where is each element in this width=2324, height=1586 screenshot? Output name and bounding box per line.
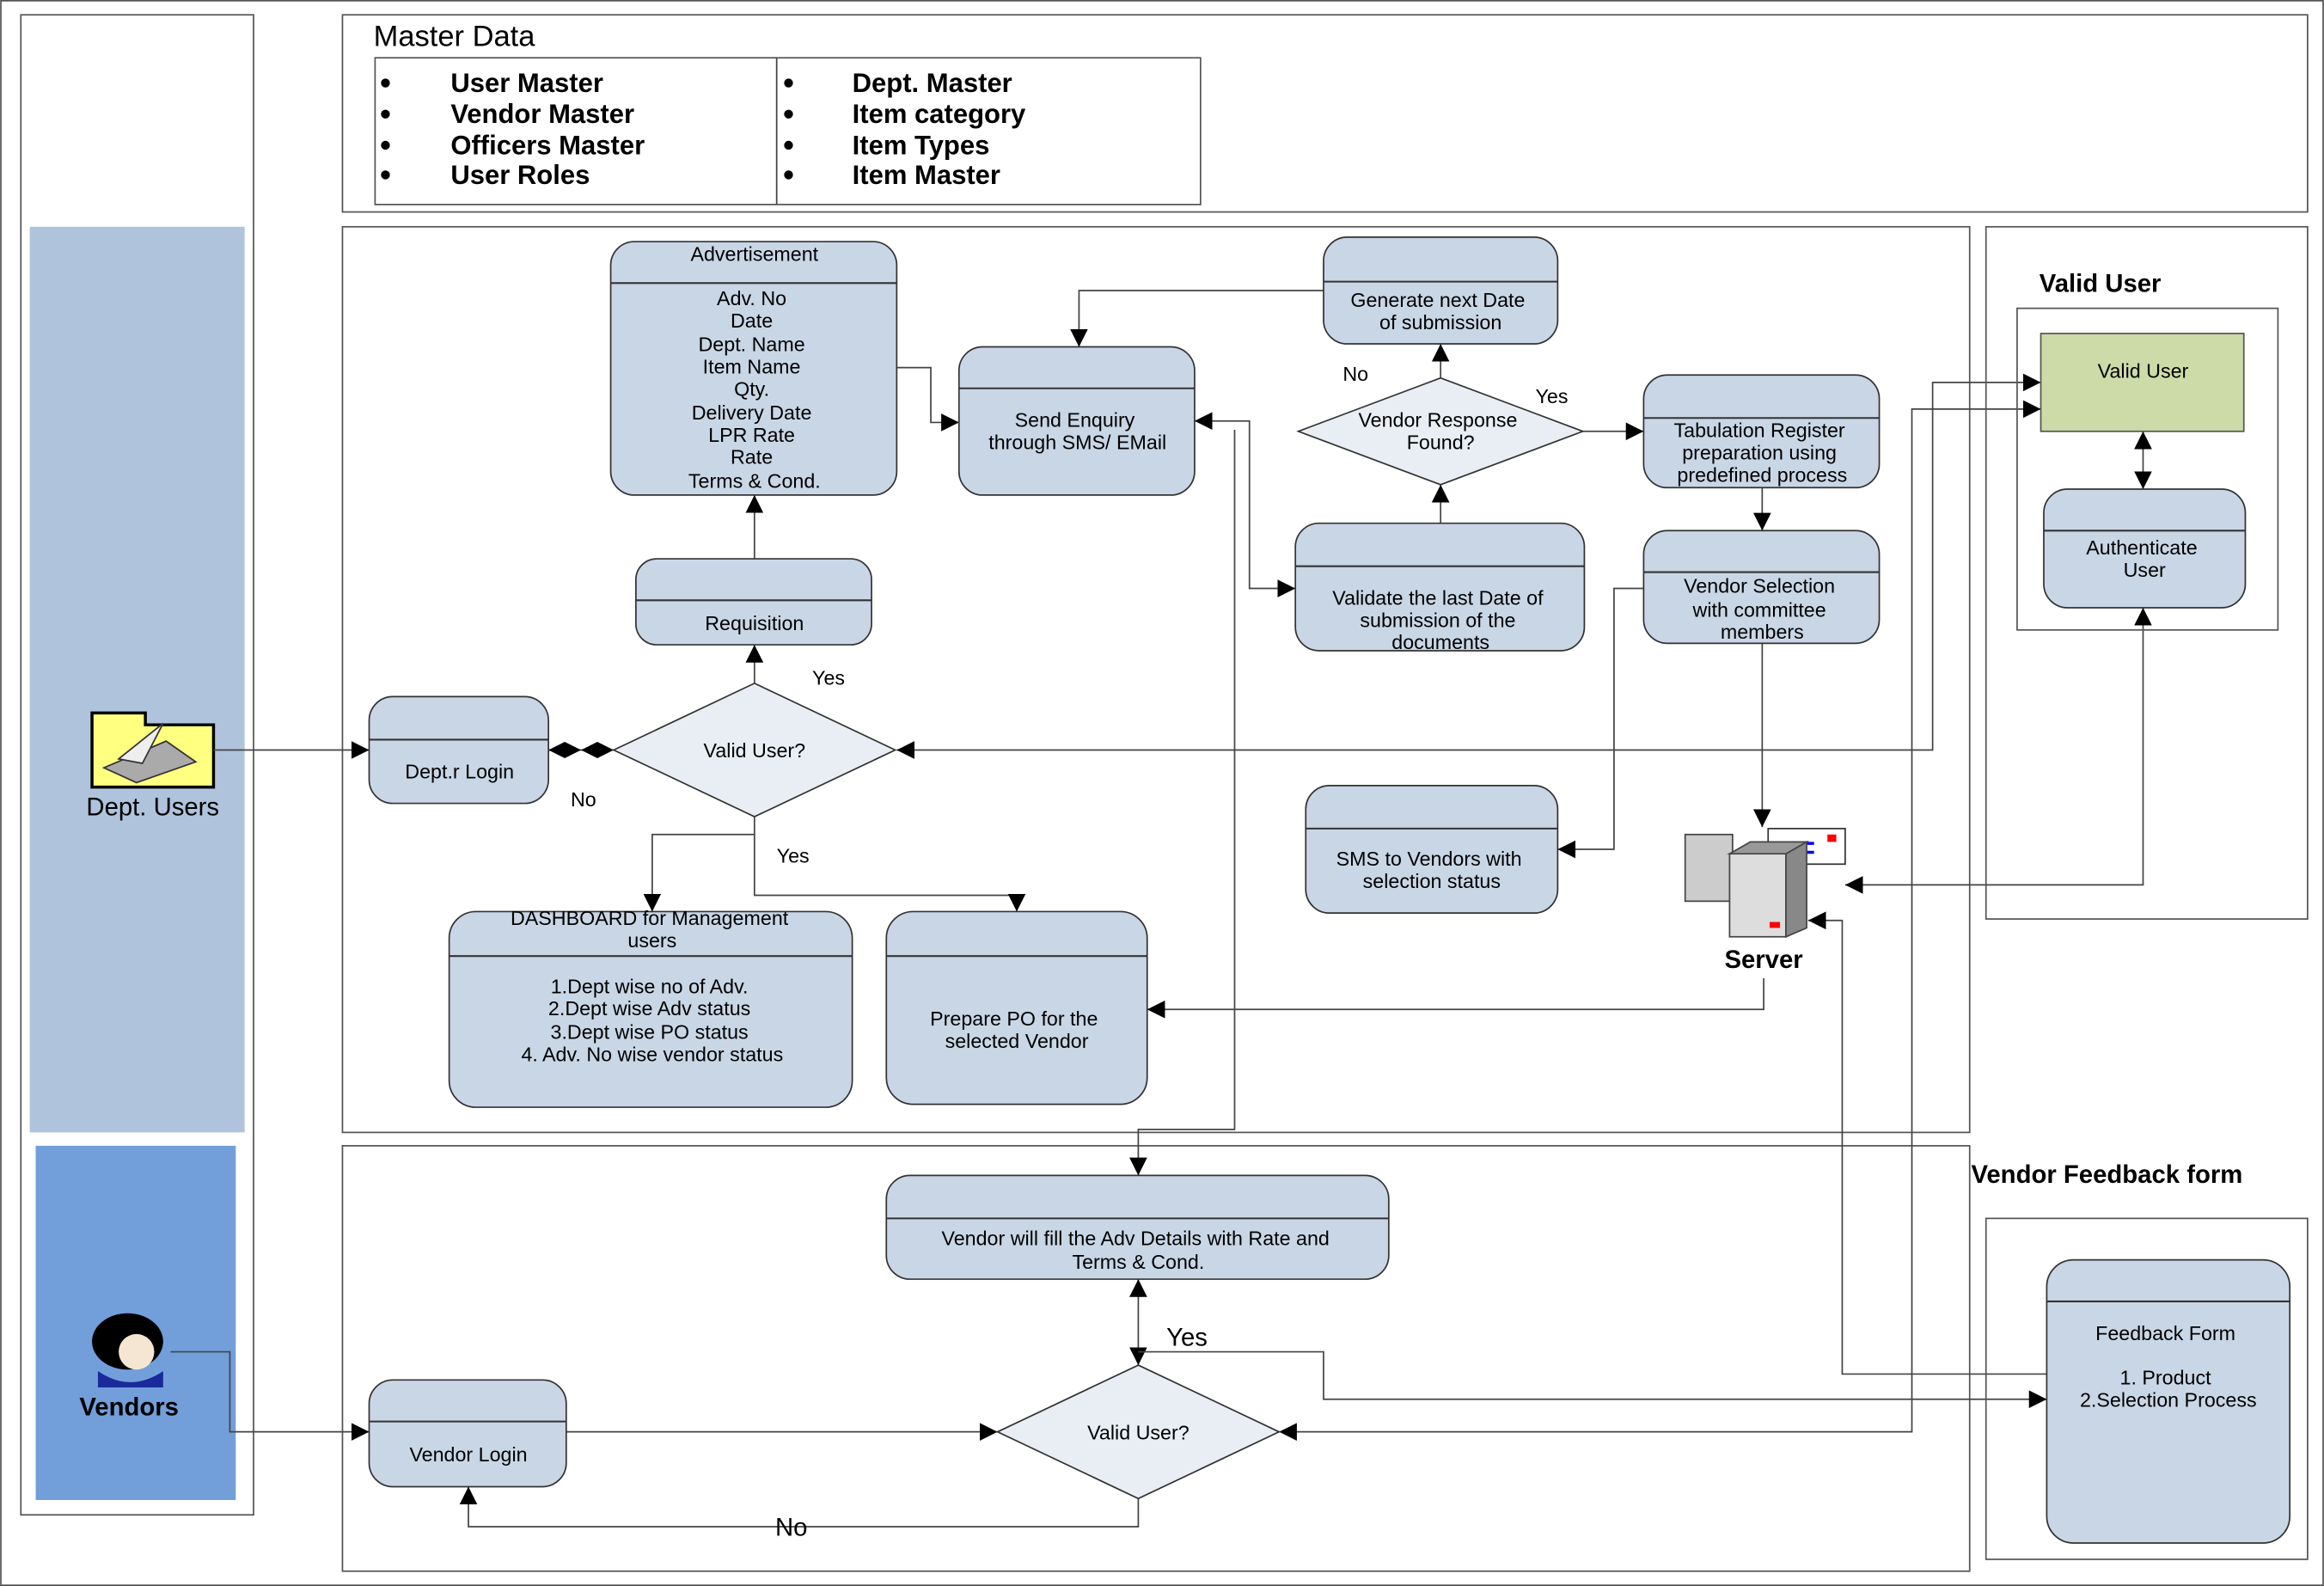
master-item: User Master <box>450 68 603 98</box>
node-text: Valid User? <box>1087 1421 1190 1443</box>
edge-label-no: No <box>775 1513 807 1541</box>
generate-next-date-node[interactable]: Generate next Date of submission <box>1323 236 1559 345</box>
edge-label-yes: Yes <box>777 845 810 867</box>
connector <box>1147 978 1764 1019</box>
master-data-table <box>374 57 1202 205</box>
tabulation-register-node[interactable]: Tabulation Register preparation using pr… <box>1642 374 1881 489</box>
connector <box>459 1486 1140 1528</box>
master-item: User Roles <box>450 160 590 190</box>
advertisement-node[interactable]: Advertisement Adv. No Date Dept. Name It… <box>609 241 898 496</box>
master-data-panel <box>341 14 2309 213</box>
node-text: Vendor Response Found? <box>1358 409 1522 454</box>
node-title: Advertisement <box>690 242 818 265</box>
authenticate-user-node[interactable]: Authenticate User <box>2043 488 2247 609</box>
person-avatar-icon <box>92 1313 163 1387</box>
node-text: Vendor Login <box>409 1443 527 1466</box>
node-title: DASHBOARD for Management users <box>511 907 794 952</box>
valid-user-panel-title: Valid User <box>2040 270 2162 298</box>
actors-lane <box>20 14 254 1516</box>
requisition-node[interactable]: Requisition <box>635 558 872 646</box>
connector <box>1807 911 2060 1375</box>
valid-user-node[interactable]: Valid User <box>2040 333 2245 432</box>
master-data-right-list: Dept. Master Item category Item Types It… <box>784 68 1026 190</box>
edge-label-no: No <box>1342 363 1368 385</box>
node-text: Send Enquiry through SMS/ EMail <box>988 409 1166 454</box>
node-text: Authenticate User <box>2086 536 2203 581</box>
connector <box>170 1350 370 1442</box>
valid-user-inner-box <box>2016 307 2279 631</box>
master-item: Officers Master <box>450 130 645 160</box>
vendor-valid-user-decision[interactable]: Valid User? <box>995 1364 1281 1500</box>
send-enquiry-node[interactable]: Send Enquiry through SMS/ EMail <box>957 346 1196 496</box>
prepare-po-node[interactable]: Prepare PO for the selected Vendor <box>885 910 1148 1105</box>
node-text: Prepare PO for the selected Vendor <box>930 1007 1104 1052</box>
server-icon <box>1684 828 1846 939</box>
connector <box>1138 1350 2047 1409</box>
edge-label-yes: Yes <box>812 667 845 689</box>
advertisement-fields: Adv. No Date Dept. Name Item Name Qty. D… <box>688 287 821 492</box>
connector <box>1194 412 1296 597</box>
connector <box>1129 430 1236 1176</box>
master-item: Item category <box>853 99 1026 129</box>
valid-user-panel <box>1985 225 2309 920</box>
node-text: Dept.r Login <box>405 760 514 782</box>
connector <box>1844 607 2152 894</box>
dept-users-lane <box>29 226 245 1133</box>
master-item: Item Types <box>853 130 990 160</box>
node-text: Feedback Form 1. Product 2.Selection Pro… <box>2080 1322 2257 1411</box>
vendor-selection-node[interactable]: Vendor Selection with committee members <box>1642 530 1881 645</box>
master-item: Item Master <box>853 160 1000 190</box>
vendors-label: Vendors <box>79 1393 179 1422</box>
connector <box>1070 290 1324 347</box>
dashboard-items: 1.Dept wise no of Adv. 2.Dept wise Adv s… <box>521 975 783 1065</box>
node-text: Tabulation Register preparation using pr… <box>1674 419 1851 487</box>
master-item: Dept. Master <box>853 68 1012 98</box>
node-text: Validate the last Date of submission of … <box>1332 587 1549 654</box>
node-text: Valid User <box>2098 360 2189 383</box>
server-label: Server <box>1724 946 1802 974</box>
vendor-feedback-panel <box>1985 1217 2309 1560</box>
node-text: SMS to Vendors with selection status <box>1336 848 1527 892</box>
node-text: Vendor Selection with committee members <box>1684 575 1840 643</box>
edge-label-yes: Yes <box>1166 1324 1208 1352</box>
edge-label-yes: Yes <box>1536 385 1569 407</box>
dept-valid-user-decision[interactable]: Valid User? <box>611 682 897 818</box>
sms-vendors-node[interactable]: SMS to Vendors with selection status <box>1305 785 1559 915</box>
vendor-fill-node[interactable]: Vendor will fill the Adv Details with Ra… <box>885 1174 1390 1280</box>
validate-last-date-node[interactable]: Validate the last Date of submission of … <box>1294 522 1586 654</box>
connector <box>896 366 959 432</box>
connector <box>643 817 755 912</box>
master-data-left-list: User Master Vendor Master Officers Maste… <box>381 68 645 190</box>
edge-label-no: No <box>571 788 596 811</box>
connector <box>753 834 1026 912</box>
folder-scanner-icon <box>90 711 216 789</box>
vendor-feedback-title: Vendor Feedback form <box>1971 1160 2242 1189</box>
node-text: Generate next Date of submission <box>1350 289 1531 334</box>
connector <box>1279 400 2041 1442</box>
vendor-login-node[interactable]: Vendor Login <box>368 1379 567 1488</box>
feedback-form-node[interactable]: Feedback Form 1. Product 2.Selection Pro… <box>2046 1258 2291 1544</box>
dashboard-node[interactable]: DASHBOARD for Management users 1.Dept wi… <box>448 907 853 1108</box>
node-text: Valid User? <box>704 739 806 762</box>
master-item: Vendor Master <box>450 99 634 129</box>
node-text: Requisition <box>705 612 804 634</box>
dept-login-node[interactable]: Dept.r Login <box>368 695 550 805</box>
master-data-title: Master Data <box>374 20 536 52</box>
dept-users-label: Dept. Users <box>86 793 219 821</box>
node-text: Vendor will fill the Adv Details with Ra… <box>942 1227 1336 1273</box>
vendor-response-decision[interactable]: Vendor Response Found? <box>1296 377 1586 486</box>
